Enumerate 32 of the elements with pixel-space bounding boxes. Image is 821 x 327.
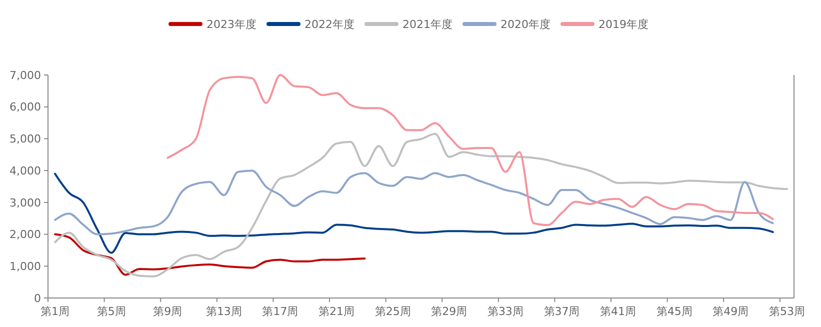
line-series — [54, 170, 774, 236]
legend-label: 2021年度 — [402, 18, 452, 31]
x-tick-label: 第37周 — [544, 305, 580, 318]
y-tick-label: 2,000 — [10, 228, 41, 242]
x-tick-label: 第17周 — [262, 305, 298, 318]
line-series — [54, 233, 366, 276]
legend-label: 2019年度 — [598, 18, 648, 31]
y-tick-label: 5,000 — [10, 132, 41, 146]
x-tick-label: 第49周 — [712, 305, 749, 318]
y-tick-label: 6,000 — [10, 100, 41, 114]
y-tick-label: 0 — [34, 292, 41, 305]
x-tick-label: 第53周 — [768, 305, 805, 318]
x-tick-label: 第5周 — [96, 305, 126, 318]
x-tick-label: 第13周 — [206, 305, 242, 318]
x-tick-label: 第21周 — [318, 305, 355, 318]
line-series — [54, 172, 774, 254]
x-tick-label: 第29周 — [431, 305, 468, 318]
x-tick-label: 第45周 — [656, 305, 692, 318]
legend-label: 2023年度 — [206, 18, 256, 31]
x-tick-label: 第25周 — [374, 305, 411, 318]
x-tick-label: 第33周 — [487, 305, 524, 318]
y-tick-label: 3,000 — [10, 196, 41, 210]
y-tick-label: 4,000 — [10, 164, 41, 178]
legend-label: 2020年度 — [500, 18, 550, 31]
line-series — [166, 74, 774, 226]
y-tick-label: 7,000 — [10, 68, 41, 82]
line-series — [54, 132, 788, 278]
x-tick-label: 第9周 — [153, 305, 182, 318]
y-tick-label: 1,000 — [10, 260, 41, 273]
x-tick-label: 第41周 — [600, 305, 636, 318]
legend-label: 2022年度 — [304, 18, 354, 31]
x-tick-label: 第1周 — [40, 305, 70, 318]
